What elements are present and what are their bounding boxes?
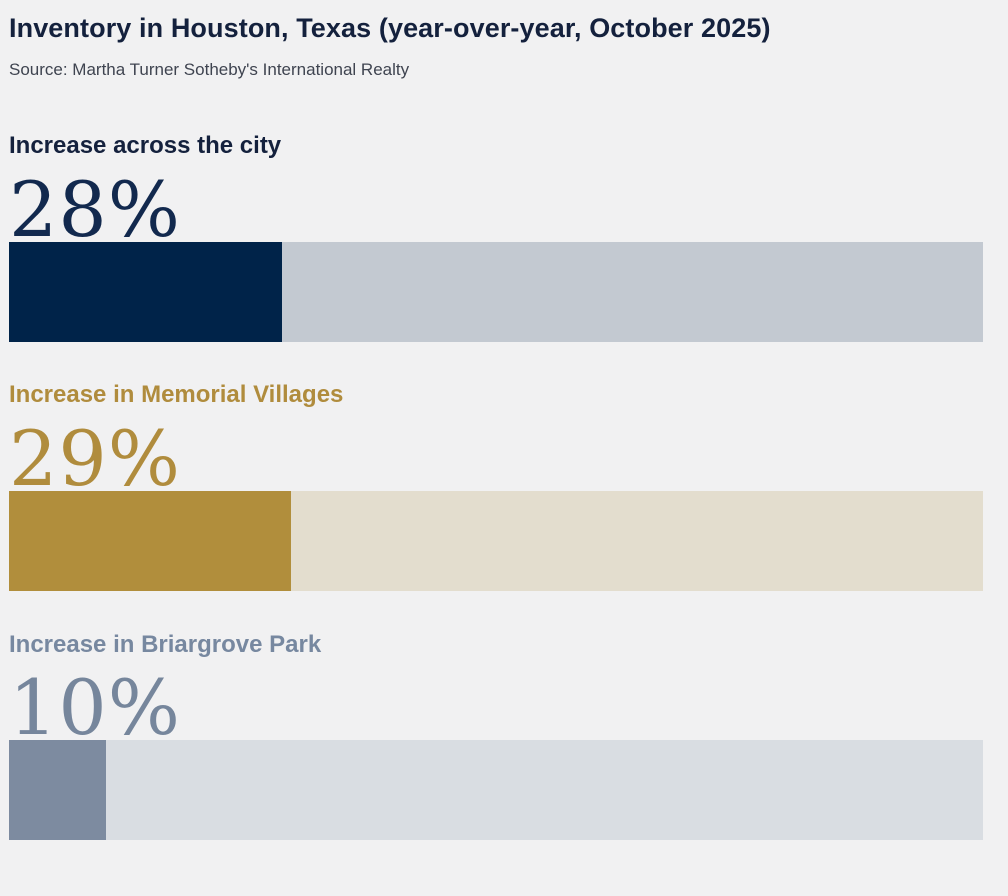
stat-label: Increase in Briargrove Park [9,630,322,658]
bar-fill [9,242,282,343]
bar-fill [9,490,292,591]
stat-value: 28% [9,165,181,255]
stat-block-city: Increase across the city 28% [9,132,983,343]
stat-value: 29% [9,413,181,503]
stat-block-memorial-villages: Increase in Memorial Villages 29% [9,381,983,591]
stat-block-briargrove-park: Increase in Briargrove Park 10% [9,631,983,841]
page-title: Inventory in Houston, Texas (year-over-y… [9,13,771,43]
stat-label: Increase across the city [9,132,282,160]
stat-label: Increase in Memorial Villages [9,381,344,409]
source-attribution: Source: Martha Turner Sotheby's Internat… [9,60,410,80]
bar-track [9,740,983,841]
bar-track [9,242,983,343]
bar-track [9,490,983,591]
bar-fill [9,740,107,841]
stat-value: 10% [9,663,181,753]
